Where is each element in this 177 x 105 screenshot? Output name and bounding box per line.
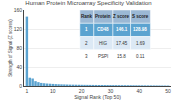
svg-text:Strength of Signal (Z scores): Strength of Signal (Z scores) <box>8 19 13 77</box>
svg-text:15.8: 15.8 <box>117 54 126 59</box>
svg-text:128.98: 128.98 <box>133 27 147 32</box>
svg-text:40: 40 <box>16 64 22 70</box>
svg-text:2: 2 <box>85 41 88 46</box>
svg-text:PSPI: PSPI <box>98 54 108 59</box>
svg-text:160: 160 <box>14 7 23 13</box>
svg-text:30: 30 <box>108 88 114 94</box>
svg-text:50: 50 <box>165 88 171 94</box>
svg-text:17.45: 17.45 <box>116 41 128 46</box>
svg-text:1: 1 <box>25 88 28 94</box>
svg-text:20: 20 <box>79 88 85 94</box>
svg-text:Z score: Z score <box>113 14 130 19</box>
svg-text:Signal Rank (Top 50): Signal Rank (Top 50) <box>74 94 121 100</box>
svg-text:Protein: Protein <box>95 14 111 19</box>
svg-text:Rank: Rank <box>81 14 93 19</box>
svg-text:Human Protein Microarray Speci: Human Protein Microarray Specificity Val… <box>25 0 151 6</box>
svg-text:CD48: CD48 <box>97 27 109 32</box>
svg-text:3: 3 <box>85 54 88 59</box>
svg-text:1: 1 <box>85 27 88 32</box>
svg-text:146.1: 146.1 <box>116 27 128 32</box>
svg-text:120: 120 <box>14 26 23 32</box>
svg-text:S score: S score <box>132 14 149 19</box>
svg-text:40: 40 <box>137 88 143 94</box>
svg-text:0: 0 <box>19 83 22 89</box>
svg-text:80: 80 <box>16 45 22 51</box>
svg-text:0.11: 0.11 <box>136 54 145 59</box>
svg-text:10: 10 <box>50 88 56 94</box>
svg-text:1.69: 1.69 <box>136 41 145 46</box>
svg-text:HIG: HIG <box>99 41 108 46</box>
